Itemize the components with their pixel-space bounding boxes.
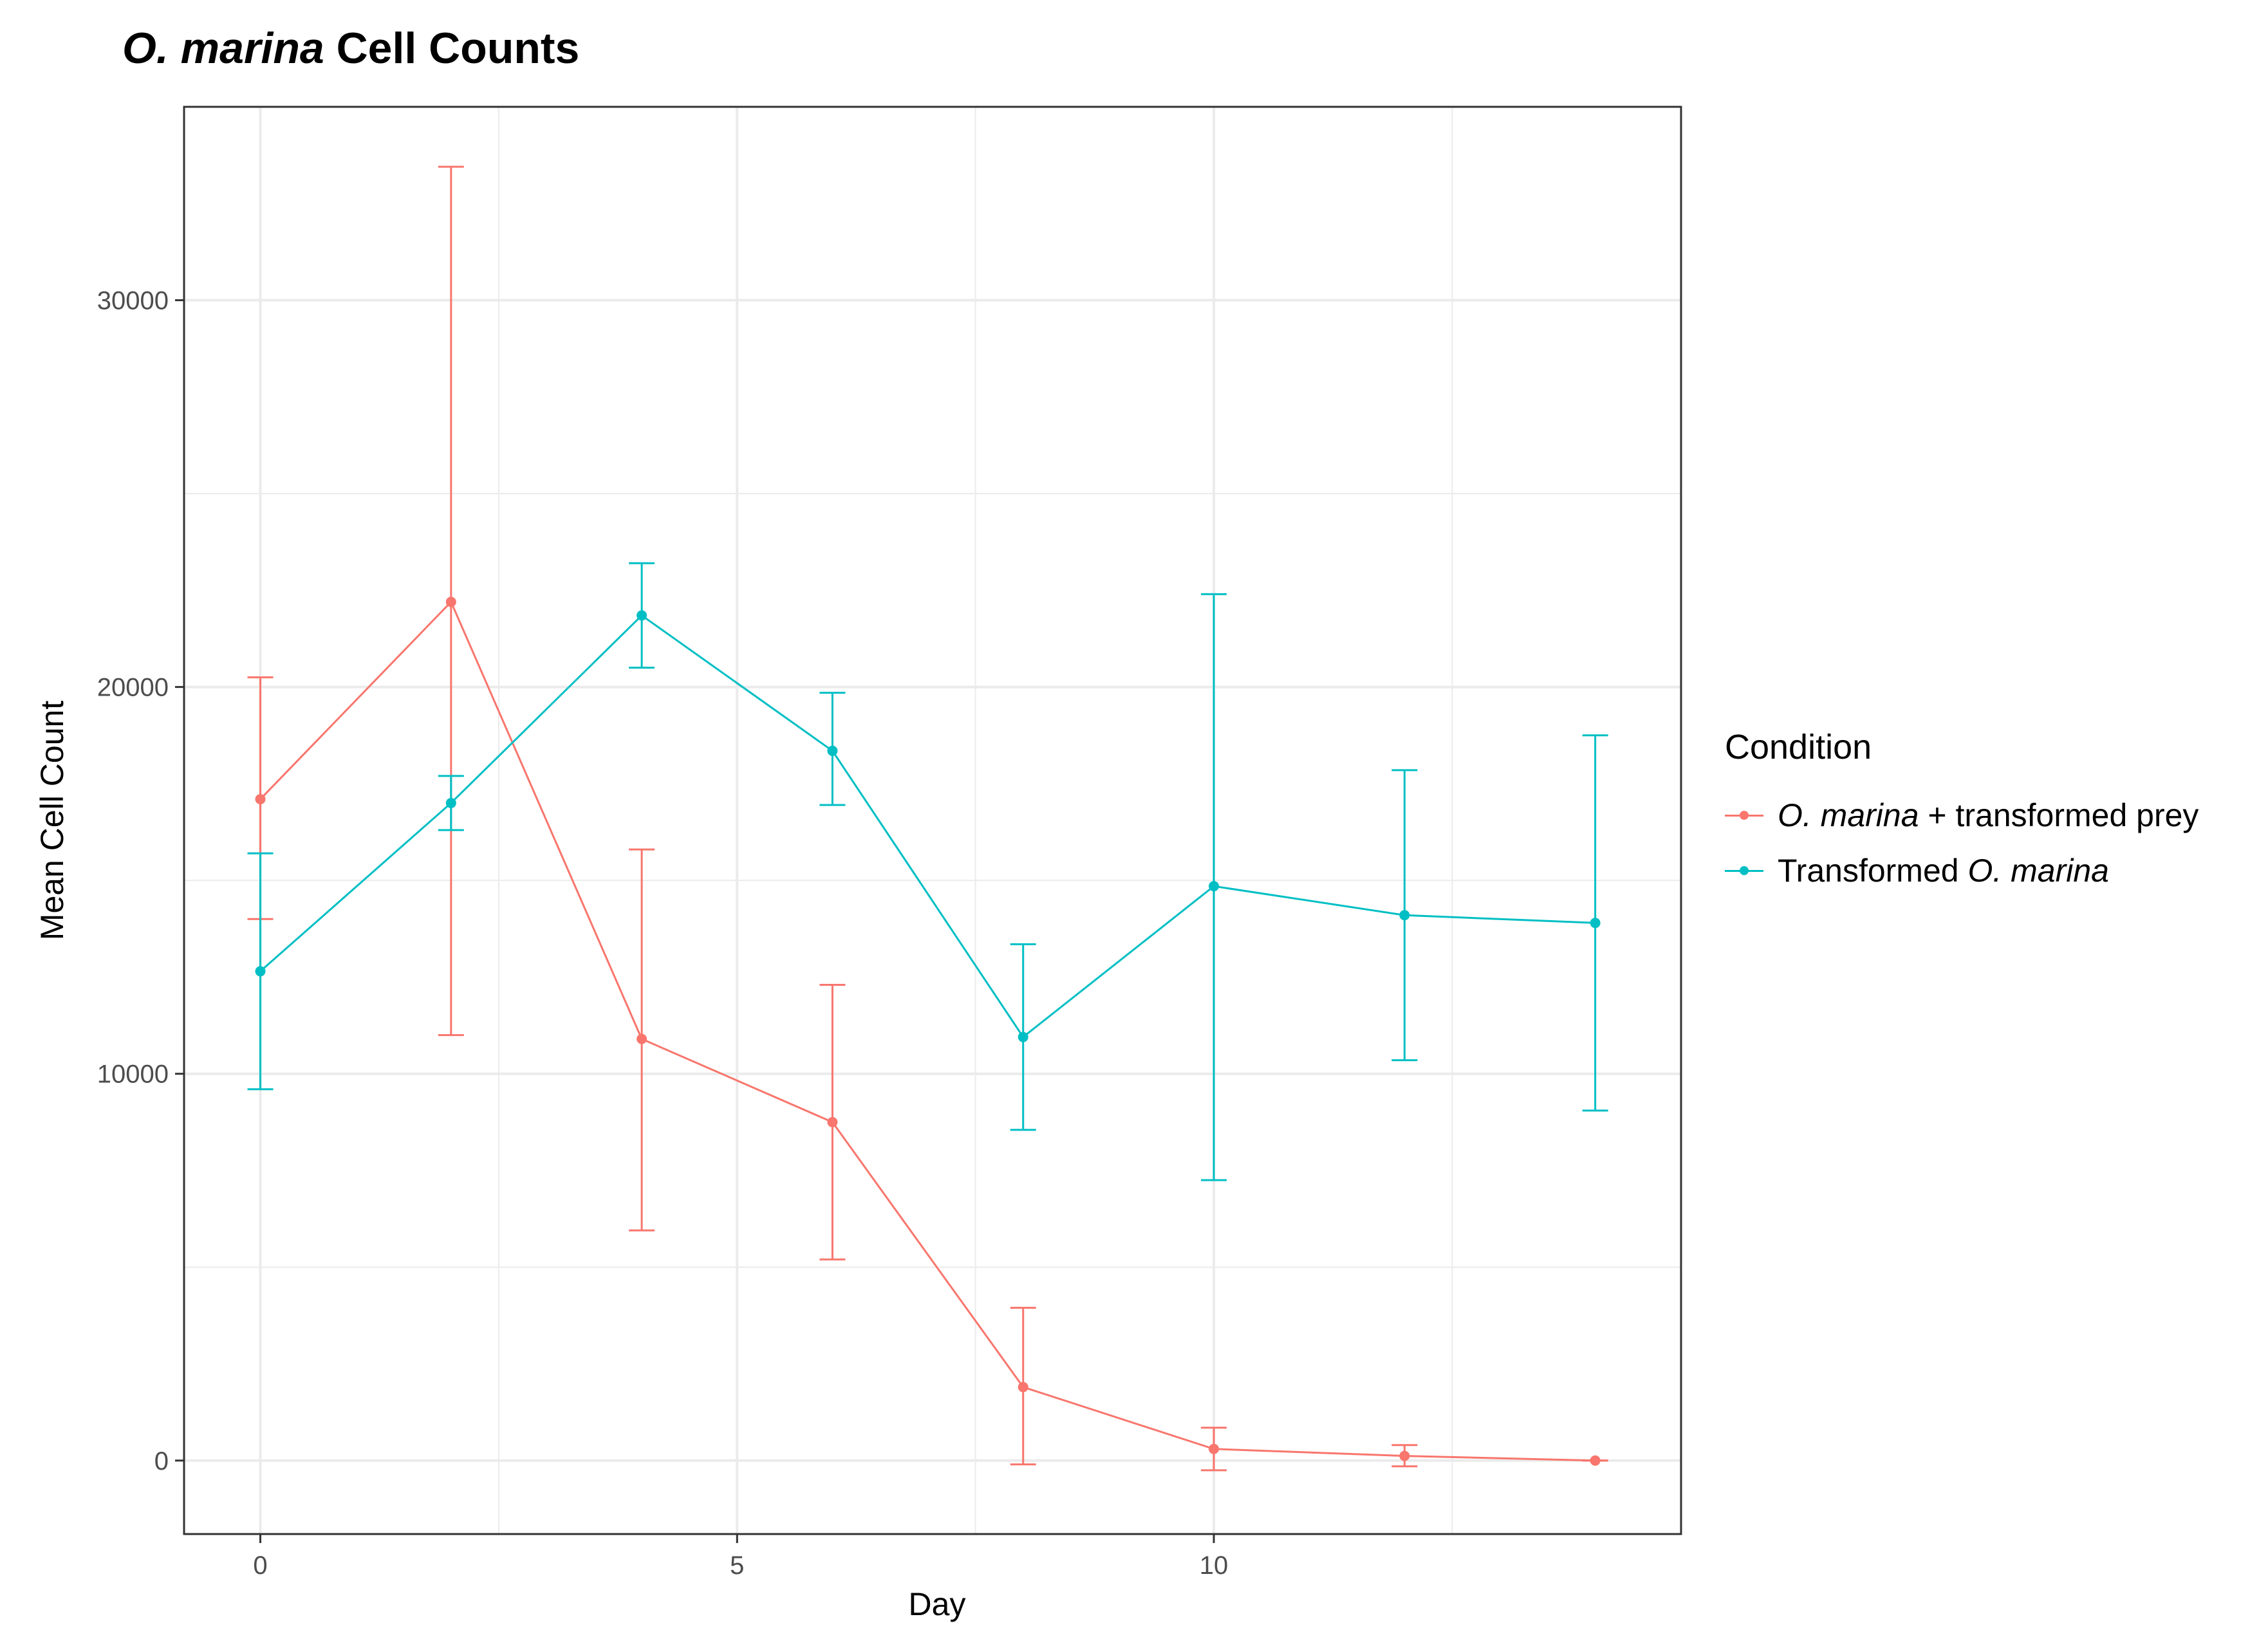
x-tick-label: 10 [1200, 1551, 1229, 1580]
x-tick-label: 5 [730, 1551, 744, 1580]
legend-label-prey-italic: O. marina [1778, 797, 1919, 833]
legend-key-prey [1725, 793, 1763, 838]
x-tick-label: 0 [253, 1551, 267, 1580]
series-line-transformed [259, 614, 1595, 1039]
y-axis-label: Mean Cell Count [34, 701, 70, 941]
plot-border [183, 106, 1682, 1535]
data-point-transformed [1590, 918, 1601, 929]
legend-key-transformed [1725, 848, 1763, 893]
series-layer [247, 165, 1608, 1472]
data-point-prey [637, 1033, 647, 1044]
data-point-prey [1399, 1450, 1410, 1461]
data-point-prey [1209, 1443, 1220, 1454]
data-point-prey [1018, 1382, 1028, 1392]
series-transformed [247, 562, 1608, 1181]
legend-item-transformed: Transformed O. marina [1725, 848, 2109, 893]
data-point-transformed [1018, 1031, 1028, 1042]
data-point-prey [255, 793, 266, 804]
y-tick-label: 0 [154, 1447, 169, 1475]
grid-minor [184, 107, 1681, 1534]
y-tick-label: 30000 [97, 287, 169, 315]
data-point-transformed [1209, 881, 1220, 892]
y-tick-label: 10000 [97, 1060, 169, 1089]
data-point-transformed [445, 797, 456, 808]
legend-label-prey-rest: + transformed prey [1919, 797, 2199, 833]
y-tick-label: 20000 [97, 674, 169, 702]
axis-layer: 0 5 10 0 10000 20000 30000 [97, 287, 1229, 1580]
chart-title: O. marina Cell Counts [122, 23, 579, 73]
data-point-prey [1590, 1455, 1601, 1466]
legend-title: Condition [1725, 728, 1872, 766]
data-point-transformed [255, 966, 266, 977]
plot-panel [184, 107, 1681, 1534]
data-point-prey [445, 597, 456, 607]
data-point-transformed [1399, 910, 1410, 921]
series-line-prey [259, 600, 1595, 1462]
chart-title-italic: O. marina [122, 24, 324, 73]
legend-label-transformed-italic: O. marina [1967, 853, 2109, 889]
data-point-prey [827, 1116, 838, 1127]
data-point-transformed [637, 610, 647, 621]
legend-item-prey: O. marina + transformed prey [1725, 793, 2198, 838]
x-axis-label: Day [909, 1586, 966, 1622]
chart-title-rest: Cell Counts [324, 24, 580, 73]
data-point-transformed [827, 745, 838, 756]
legend-label-transformed-plain: Transformed [1778, 853, 1968, 889]
